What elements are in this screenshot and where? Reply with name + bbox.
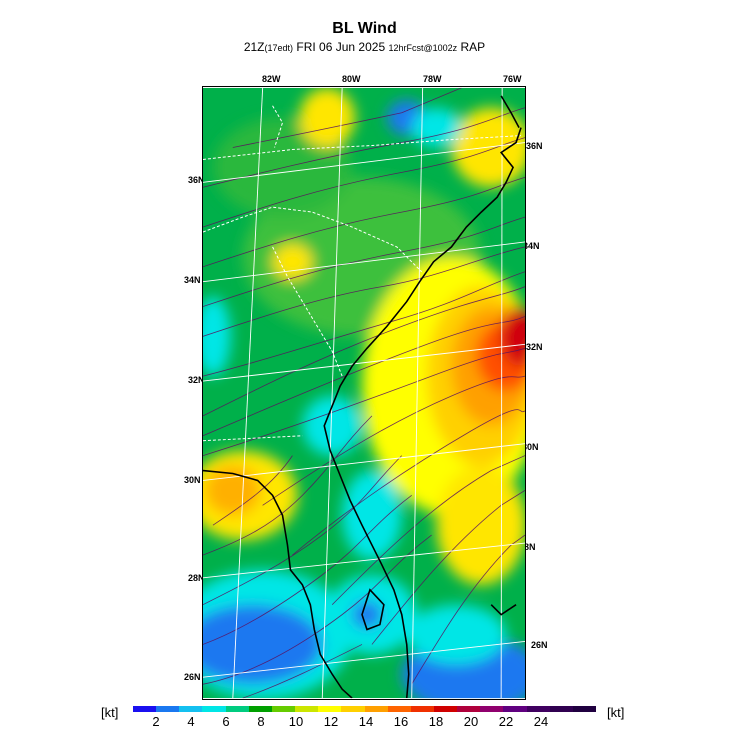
colorbar-tick-label: 4 bbox=[187, 714, 195, 729]
lat-label-right-26n: 26N bbox=[531, 640, 548, 650]
colorbar-swatch bbox=[480, 706, 504, 712]
chart-subtitle: 21Z(17edt) FRI 06 Jun 2025 12hrFcst@1002… bbox=[0, 40, 729, 54]
lon-label-80w: 80W bbox=[342, 74, 361, 84]
lat-label-left-30n: 30N bbox=[184, 475, 201, 485]
colorbar-tick-label: 22 bbox=[498, 714, 514, 729]
colorbar-swatch bbox=[364, 706, 389, 712]
lat-label-right-36n: 36N bbox=[526, 141, 543, 151]
colorbar-swatch bbox=[225, 706, 250, 712]
wind-streamlines bbox=[203, 87, 525, 699]
colorbar-tick-label: 24 bbox=[533, 714, 549, 729]
lon-label-82w: 82W bbox=[262, 74, 281, 84]
valid-time: 21Z bbox=[243, 40, 265, 54]
colorbar-swatch bbox=[503, 706, 528, 712]
state-boundaries bbox=[203, 105, 522, 442]
colorbar-swatch bbox=[248, 706, 273, 712]
colorbar-swatch bbox=[433, 706, 458, 712]
colorbar-tick-label: 20 bbox=[463, 714, 479, 729]
colorbar-swatch bbox=[341, 706, 365, 712]
lat-label-left-36n: 36N bbox=[188, 175, 205, 185]
colorbar-tick-label: 18 bbox=[428, 714, 444, 729]
lon-label-76w: 76W bbox=[503, 74, 522, 84]
model-name: RAP bbox=[460, 40, 486, 54]
lat-label-left-34n: 34N bbox=[184, 275, 201, 285]
lat-lon-grid bbox=[203, 87, 525, 699]
colorbar-tick-label: 8 bbox=[257, 714, 265, 729]
valid-date: FRI 06 Jun 2025 bbox=[296, 40, 386, 54]
lat-label-right-34n: 34N bbox=[523, 241, 540, 251]
colorbar-unit-right: [kt] bbox=[607, 705, 625, 720]
lat-label-left-28n: 28N bbox=[188, 573, 205, 583]
lon-label-78w: 78W bbox=[423, 74, 442, 84]
colorbar-swatch bbox=[387, 706, 412, 712]
colorbar-tick-label: 2 bbox=[152, 714, 160, 729]
colorbar-unit-left: [kt] bbox=[101, 705, 119, 720]
lat-label-right-28n: 28N bbox=[519, 542, 536, 552]
forecast-info: 12hrFcst@1002z bbox=[388, 43, 458, 53]
colorbar-swatch bbox=[410, 706, 435, 712]
wind-speed-map bbox=[202, 86, 526, 700]
colorbar-tick-label: 14 bbox=[358, 714, 374, 729]
valid-time-local: (17edt) bbox=[264, 43, 294, 53]
lat-label-left-32n: 32N bbox=[188, 375, 205, 385]
colorbar-swatch bbox=[572, 706, 597, 712]
colorbar-tick-label: 16 bbox=[393, 714, 409, 729]
colorbar-swatch bbox=[457, 706, 481, 712]
lat-label-left-26n: 26N bbox=[184, 672, 201, 682]
colorbar-swatch bbox=[179, 706, 203, 712]
colorbar-swatch bbox=[133, 706, 157, 712]
colorbar-swatch bbox=[549, 706, 574, 712]
colorbar-tick-label: 6 bbox=[222, 714, 230, 729]
coastline bbox=[203, 95, 522, 699]
lat-label-right-30n: 30N bbox=[522, 442, 539, 452]
colorbar-swatch bbox=[526, 706, 551, 712]
chart-title: BL Wind bbox=[332, 20, 397, 37]
colorbar-swatch bbox=[202, 706, 227, 712]
colorbar-tick-label: 12 bbox=[323, 714, 339, 729]
colorbar-swatch bbox=[156, 706, 180, 712]
colorbar-swatch bbox=[295, 706, 319, 712]
lat-label-right-32n: 32N bbox=[526, 342, 543, 352]
colorbar-swatch bbox=[318, 706, 342, 712]
colorbar-swatch bbox=[271, 706, 296, 712]
colorbar-tick-label: 10 bbox=[288, 714, 304, 729]
